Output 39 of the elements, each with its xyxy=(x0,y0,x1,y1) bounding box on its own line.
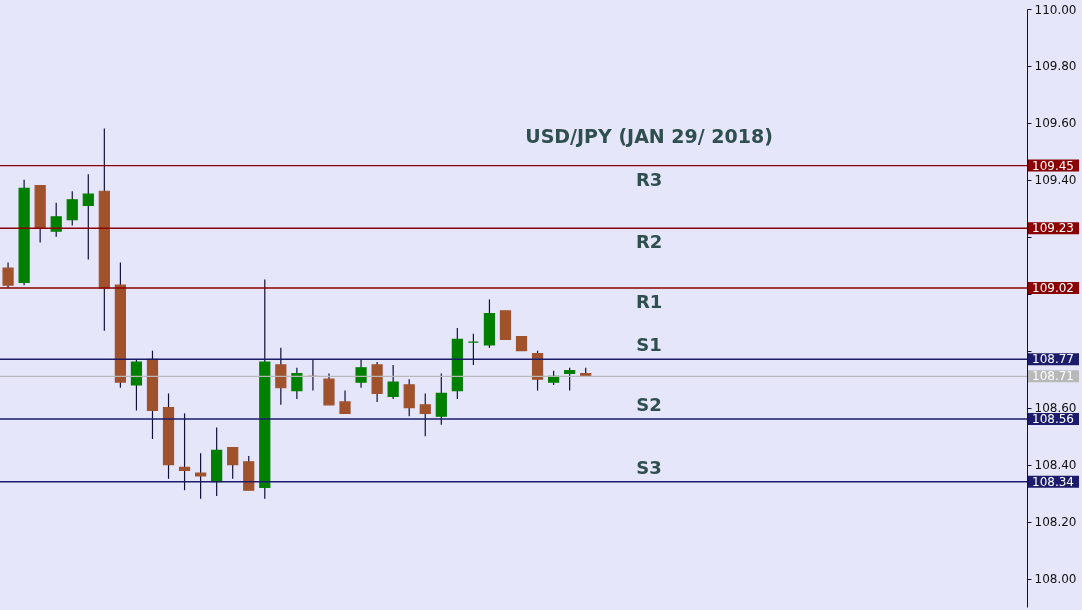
candlestick xyxy=(435,372,447,426)
candlestick xyxy=(355,358,367,389)
y-tick-label: 108.00 xyxy=(1034,572,1077,587)
candlestick xyxy=(564,367,576,392)
candlestick xyxy=(291,367,303,400)
candlestick xyxy=(178,412,191,491)
candlestick xyxy=(339,389,351,414)
candlestick xyxy=(467,333,479,366)
y-tick-label: 108.40 xyxy=(1034,458,1077,473)
annotation: R1 xyxy=(635,291,663,313)
y-tick-label: 109.40 xyxy=(1034,173,1077,188)
ref-line-label: 108.56 xyxy=(1032,412,1074,427)
candlestick xyxy=(130,358,143,412)
candlestick xyxy=(82,173,94,261)
candlestick xyxy=(403,378,415,417)
ref-line-label: 109.23 xyxy=(1032,221,1074,236)
ref-line-label: 109.45 xyxy=(1032,158,1074,173)
candlestick xyxy=(50,202,62,238)
candlestick xyxy=(66,190,78,227)
y-tick-label: 109.60 xyxy=(1034,116,1077,131)
y-tick-label: 109.80 xyxy=(1034,59,1077,74)
annotation: R3 xyxy=(635,168,663,190)
candlestick xyxy=(419,392,431,437)
y-tick-label: 110.00 xyxy=(1034,2,1077,17)
candlestick xyxy=(275,347,287,406)
text: USD/JPY (JAN 29/ 2018) xyxy=(525,125,773,147)
ref-line-label: 108.77 xyxy=(1032,352,1074,367)
ref-line-label: 108.34 xyxy=(1032,474,1074,489)
candlestick xyxy=(195,452,207,500)
candlestick xyxy=(227,446,239,480)
candlestick xyxy=(2,261,14,289)
annotation: R2 xyxy=(635,231,663,253)
ref-line-label: 109.02 xyxy=(1032,281,1074,296)
annotation: S2 xyxy=(636,394,662,416)
annotation: S3 xyxy=(636,456,662,478)
annotation: S1 xyxy=(636,334,662,356)
candlestick xyxy=(387,364,399,400)
ref-line-label: 108.71 xyxy=(1032,369,1074,384)
y-tick-label: 108.20 xyxy=(1034,515,1077,530)
